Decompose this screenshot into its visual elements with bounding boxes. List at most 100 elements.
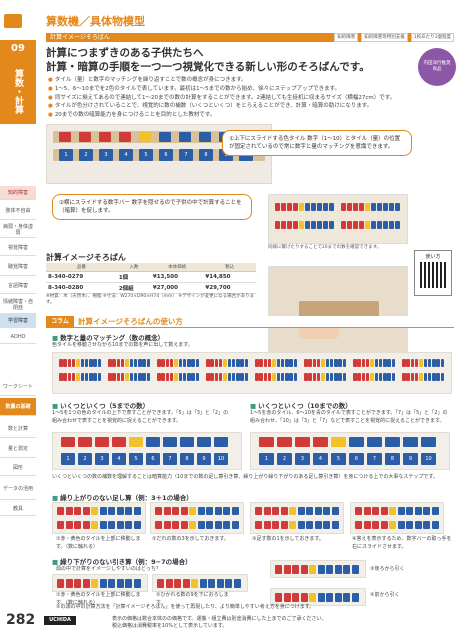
- sidebar-nav-item[interactable]: 図形: [0, 460, 36, 476]
- tile: [108, 373, 112, 381]
- tile: [157, 359, 161, 367]
- sidebar-nav-item[interactable]: ワークシート: [0, 378, 36, 396]
- tile: [372, 521, 379, 529]
- tile: [214, 437, 228, 447]
- sidebar-nav-item[interactable]: 病弱・身体虚弱: [0, 222, 36, 238]
- tile: [225, 579, 232, 588]
- tile: [174, 579, 181, 588]
- sidebar-nav-item[interactable]: 肢体不自由: [0, 202, 36, 220]
- tile: [342, 373, 347, 381]
- tile: [129, 359, 133, 367]
- number-tile: 5: [139, 149, 153, 161]
- tile: [397, 521, 405, 529]
- tile: [283, 593, 291, 602]
- footer-line: 表示の価格は数合本体のの価格です。運搬・組立費は別途消費にした上までのご了承くだ…: [112, 616, 327, 622]
- qr-code[interactable]: 使い方: [414, 250, 452, 296]
- tile: [163, 521, 171, 529]
- table-cell: 1個: [116, 271, 151, 283]
- tile: [79, 132, 91, 142]
- tile: [57, 579, 64, 588]
- tile: [383, 359, 387, 367]
- tile: [178, 359, 182, 367]
- sidebar-nav-item[interactable]: 言語障害: [0, 278, 36, 294]
- tile: [275, 565, 282, 574]
- table-cell: ¥29,700: [203, 282, 256, 294]
- number-tile: 1: [259, 453, 274, 465]
- tile: [293, 359, 298, 367]
- sidebar-nav-item[interactable]: 量と測定: [0, 440, 36, 458]
- tile: [341, 203, 346, 211]
- number-tile: 2: [79, 149, 93, 161]
- tile: [133, 521, 141, 529]
- sidebar-nav-item[interactable]: 教具: [0, 502, 36, 516]
- number-tile: 7: [163, 453, 177, 465]
- tile: [59, 373, 63, 381]
- tile: [267, 373, 272, 381]
- tile: [331, 507, 339, 515]
- tile: [355, 507, 362, 515]
- sidebar-nav-item[interactable]: 知的障害: [0, 186, 36, 200]
- step-caption: ④答えを表示するため、数字バーの取っ手を右にスライドさせます。: [352, 536, 452, 550]
- tile: [280, 521, 288, 529]
- tile: [120, 373, 125, 381]
- sidebar-nav-item[interactable]: 学習障害: [0, 314, 36, 328]
- sidebar-nav-item[interactable]: 視覚障害: [0, 240, 36, 256]
- tile: [67, 359, 72, 367]
- tile: [197, 521, 205, 529]
- number-tile: 10: [421, 453, 436, 465]
- qr-label: 使い方: [425, 254, 441, 260]
- section-heading: 数字と量のマッチング（数の概念）: [52, 332, 164, 342]
- brand-logo: UCHIDA: [44, 616, 76, 625]
- tile: [191, 373, 195, 381]
- tile: [351, 593, 359, 602]
- tile: [169, 359, 174, 367]
- footer-notes: 表示の価格は数合本体のの価格です。運搬・組立費は別途消費にした上までのご了承くだ…: [112, 616, 327, 630]
- tile: [223, 521, 230, 529]
- tile: [133, 373, 138, 381]
- tile: [316, 373, 321, 381]
- tile: [317, 593, 325, 602]
- sidebar-nav-item[interactable]: 聴覚障害: [0, 258, 36, 276]
- tile: [157, 579, 164, 588]
- sidebar-nav-item[interactable]: 数と計算: [0, 420, 36, 438]
- table-row: 8-340-0279 1個 ¥13,500 ¥14,850: [46, 271, 256, 283]
- tile: [321, 359, 325, 367]
- tile: [283, 565, 291, 574]
- step-photo: [350, 502, 444, 534]
- sidebar-nav-item[interactable]: ADHD: [0, 330, 36, 344]
- tile: [146, 373, 151, 381]
- number-tile: 9: [197, 453, 211, 465]
- photo-caption: 同様に繋げたりすることで20までの数を確認できます。: [268, 245, 382, 250]
- tile: [299, 203, 304, 211]
- tile: [421, 437, 436, 447]
- step-photo: [150, 502, 244, 534]
- tile: [231, 507, 239, 515]
- tile: [306, 521, 313, 529]
- tile: [142, 373, 146, 381]
- tile: [325, 373, 329, 381]
- tile: [292, 593, 299, 602]
- tile: [410, 373, 415, 381]
- tile: [125, 359, 129, 367]
- sidebar-nav-item[interactable]: 数量の基礎: [0, 398, 36, 416]
- sidebar-nav-item[interactable]: 情緒障害・自閉症: [0, 296, 36, 314]
- step-caption: ②だれの数の3を示しておきます。: [152, 536, 229, 542]
- tile: [423, 521, 430, 529]
- tile: [57, 507, 64, 515]
- tile: [308, 373, 312, 381]
- tile: [208, 579, 215, 588]
- tile: [314, 521, 322, 529]
- tile: [419, 359, 423, 367]
- tile: [365, 373, 370, 381]
- sidebar-nav-item[interactable]: データの活用: [0, 478, 36, 500]
- tile: [293, 373, 298, 381]
- number-tile: 9: [403, 453, 418, 465]
- tile: [93, 359, 97, 367]
- number-tile: 6: [349, 453, 364, 465]
- table-header-row: 品番 入数 本体価格 税込: [46, 263, 256, 272]
- tile: [395, 221, 400, 229]
- tile: [311, 203, 316, 211]
- tile: [365, 221, 370, 229]
- tile: [116, 373, 121, 381]
- tile: [391, 359, 396, 367]
